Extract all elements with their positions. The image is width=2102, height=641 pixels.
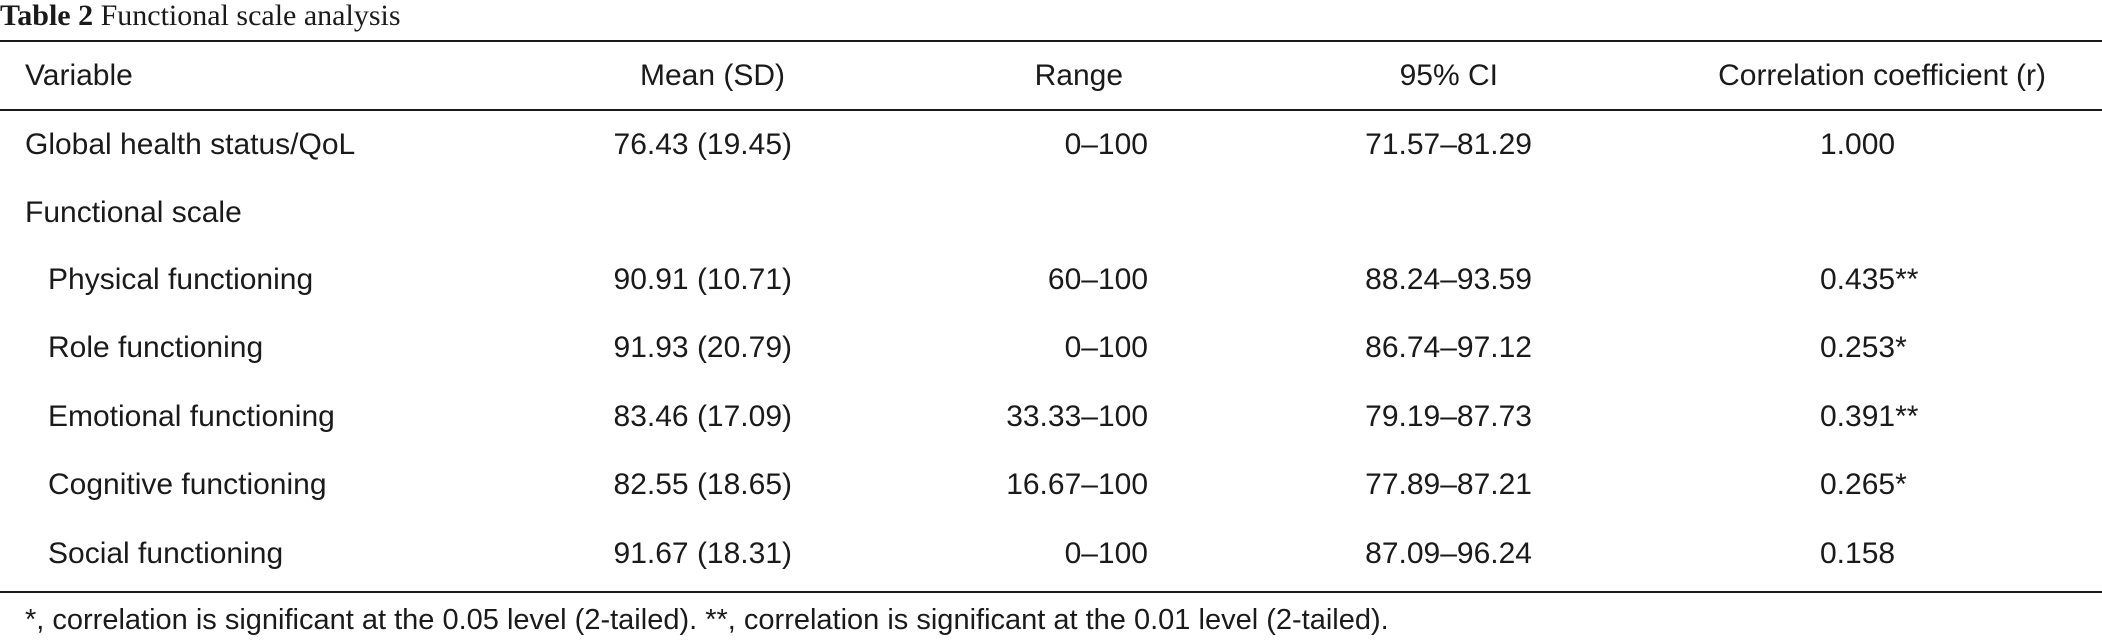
cell-mean-sd: 91.93 (20.79) (613, 331, 792, 364)
table-row: Role functioning 91.93 (20.79) 0–100 86.… (0, 314, 2102, 382)
header-range: Range (1034, 59, 1123, 92)
table-footnote: *, correlation is significant at the 0.0… (25, 604, 1389, 636)
cell-mean-sd: 91.67 (18.31) (613, 537, 792, 570)
table-header-row: Variable Mean (SD) Range 95% CI Correlat… (0, 42, 2102, 110)
bottom-rule (0, 591, 2102, 593)
cell-correlation: 0.253* (1820, 331, 1907, 364)
cell-variable: Cognitive functioning (48, 468, 327, 501)
cell-variable: Physical functioning (48, 263, 314, 296)
cell-range: 0–100 (1064, 331, 1148, 364)
cell-95-ci: 88.24–93.59 (1365, 263, 1532, 296)
table-row: Physical functioning 90.91 (10.71) 60–10… (0, 246, 2102, 314)
cell-variable: Social functioning (48, 537, 284, 570)
cell-variable: Functional scale (25, 196, 242, 229)
cell-variable: Global health status/QoL (25, 128, 356, 161)
table-label: Table 2 (0, 0, 94, 32)
cell-95-ci: 87.09–96.24 (1365, 537, 1532, 570)
cell-mean-sd: 83.46 (17.09) (613, 400, 792, 433)
header-variable: Variable (25, 59, 133, 92)
table-row: Cognitive functioning 82.55 (18.65) 16.6… (0, 451, 2102, 519)
cell-95-ci: 86.74–97.12 (1365, 331, 1532, 364)
table-row: Emotional functioning 83.46 (17.09) 33.3… (0, 383, 2102, 451)
cell-variable: Role functioning (48, 331, 264, 364)
cell-correlation: 0.265* (1820, 468, 1907, 501)
cell-95-ci: 77.89–87.21 (1365, 468, 1532, 501)
cell-95-ci: 79.19–87.73 (1365, 400, 1532, 433)
cell-mean-sd: 76.43 (19.45) (613, 128, 792, 161)
cell-variable: Emotional functioning (48, 400, 335, 433)
table-row: Global health status/QoL 76.43 (19.45) 0… (0, 111, 2102, 179)
cell-range: 16.67–100 (1006, 468, 1148, 501)
cell-correlation: 1.000 (1820, 128, 1896, 161)
table-title: Functional scale analysis (100, 0, 401, 32)
cell-range: 0–100 (1064, 537, 1148, 570)
cell-mean-sd: 82.55 (18.65) (613, 468, 792, 501)
header-correlation: Correlation coefficient (r) (1718, 59, 2046, 92)
top-rule (0, 40, 2102, 42)
table-row-group-heading: Functional scale (0, 179, 2102, 247)
header-95-ci: 95% CI (1399, 59, 1498, 92)
header-rule (0, 109, 2102, 111)
cell-range: 0–100 (1064, 128, 1148, 161)
cell-range: 33.33–100 (1006, 400, 1148, 433)
cell-mean-sd: 90.91 (10.71) (613, 263, 792, 296)
header-mean-sd: Mean (SD) (639, 59, 785, 92)
cell-95-ci: 71.57–81.29 (1365, 128, 1532, 161)
table-caption: Table 2 Functional scale analysis (0, 0, 401, 36)
table-row: Social functioning 91.67 (18.31) 0–100 8… (0, 520, 2102, 588)
cell-correlation: 0.391** (1820, 400, 1919, 433)
cell-correlation: 0.158 (1820, 537, 1896, 570)
cell-range: 60–100 (1047, 263, 1148, 296)
cell-correlation: 0.435** (1820, 263, 1919, 296)
